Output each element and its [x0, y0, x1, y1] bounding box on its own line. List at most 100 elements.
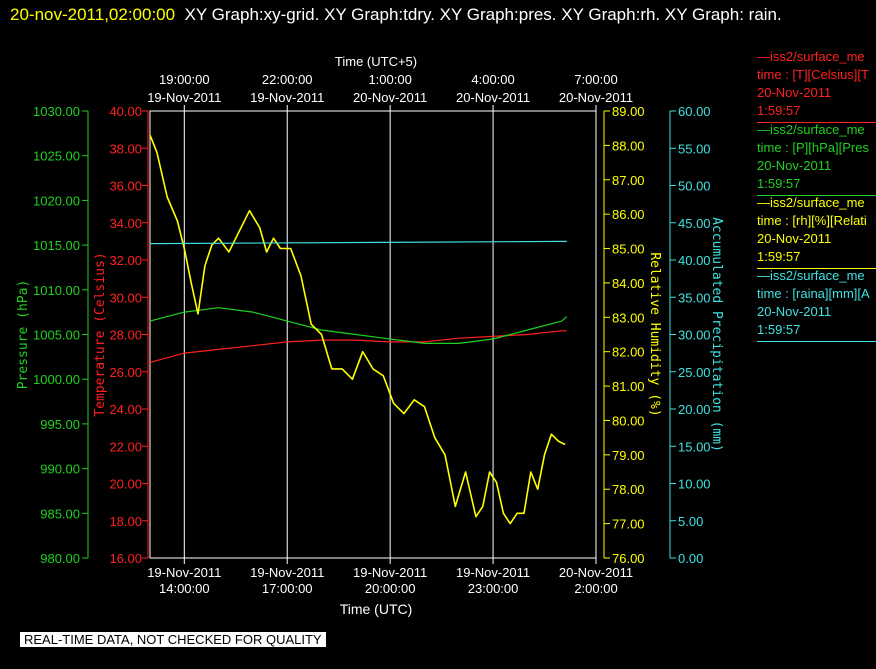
x-tick-label-bottom-time: 14:00:00	[159, 581, 210, 596]
humidity-axis-tick-label: 87.00	[612, 173, 645, 188]
legend-entry-text: 1:59:57	[757, 176, 801, 191]
humidity-axis-tick-label: 81.00	[612, 379, 645, 394]
pressure-axis-tick-label: 1015.00	[33, 238, 80, 253]
legend-separator	[757, 122, 876, 123]
pressure-series-line	[149, 307, 568, 344]
temperature-axis-tick-label: 22.00	[109, 439, 142, 454]
x-tick-label-bottom-time: 2:00:00	[574, 581, 617, 596]
legend-separator	[757, 268, 876, 269]
temperature-axis-tick-label: 18.00	[109, 514, 142, 529]
precipitation-axis-tick-label: 60.00	[678, 104, 711, 119]
x-tick-label-bottom-time: 23:00:00	[468, 581, 519, 596]
humidity-axis-title: Relative Humidity (%)	[647, 252, 662, 416]
x-tick-label-top-time: 4:00:00	[471, 72, 514, 87]
pressure-axis-tick-label: 980.00	[40, 551, 80, 566]
x-tick-label-top-time: 7:00:00	[574, 72, 617, 87]
x-tick-label-top-time: 19:00:00	[159, 72, 210, 87]
legend-separator	[757, 341, 876, 342]
x-tick-label-top-date: 20-Nov-2011	[559, 90, 633, 105]
x-tick-label-bottom-date: 20-Nov-2011	[559, 565, 633, 580]
temperature-axis-tick-label: 34.00	[109, 216, 142, 231]
legend-entry-text: 20-Nov-2011	[757, 304, 832, 319]
legend-entry: —iss2/surface_me time : [rh][%][Relati 20-…	[757, 194, 876, 269]
precipitation-axis-tick-label: 25.00	[678, 365, 711, 380]
precipitation-axis-tick-label: 35.00	[678, 290, 711, 305]
precipitation-series-line	[149, 240, 567, 245]
x-tick-label-bottom-date: 19-Nov-2011	[250, 565, 324, 580]
temperature-series-line	[149, 330, 567, 363]
precipitation-axis-tick-label: 45.00	[678, 216, 711, 231]
precipitation-axis-tick-label: 40.00	[678, 253, 711, 268]
legend-entry: —iss2/surface_me time : [T][Celsius][T 20-…	[757, 48, 876, 123]
x-tick-label-top-date: 20-Nov-2011	[353, 90, 427, 105]
temperature-axis-tick-label: 28.00	[109, 328, 142, 343]
temperature-axis-tick-label: 16.00	[109, 551, 142, 566]
legend-entry-text: 20-Nov-2011	[757, 158, 832, 173]
legend-entry-text: —iss2/surface_me	[757, 268, 865, 283]
temperature-axis-tick-label: 36.00	[109, 179, 142, 194]
humidity-axis-tick-label: 89.00	[612, 104, 645, 119]
temperature-axis-tick-label: 26.00	[109, 365, 142, 380]
humidity-axis-tick-label: 78.00	[612, 482, 645, 497]
temperature-axis-tick-label: 40.00	[109, 104, 142, 119]
temperature-axis-tick-label: 24.00	[109, 402, 142, 417]
humidity-axis-tick-label: 82.00	[612, 345, 645, 360]
header-timestamp: 20-nov-2011,02:00:00	[10, 5, 176, 24]
x-tick-label-bottom-date: 19-Nov-2011	[456, 565, 530, 580]
legend-entry-text: 1:59:57	[757, 322, 801, 337]
humidity-axis-tick-label: 85.00	[612, 242, 645, 257]
humidity-series-line	[149, 134, 566, 525]
x-tick-label-top-date: 19-Nov-2011	[147, 90, 221, 105]
legend-entry-text: time : [T][Celsius][T	[757, 67, 869, 82]
header-title: 20-nov-2011,02:00:00 XY Graph:xy-grid. X…	[10, 2, 860, 28]
x-tick-label-bottom-time: 17:00:00	[262, 581, 313, 596]
header-graph-titles: XY Graph:xy-grid. XY Graph:tdry. XY Grap…	[184, 5, 782, 24]
humidity-axis-tick-label: 80.00	[612, 413, 645, 428]
precipitation-axis-tick-label: 55.00	[678, 141, 711, 156]
temperature-axis-tick-label: 20.00	[109, 477, 142, 492]
temperature-axis-title: Temperature (Celsius)	[93, 252, 108, 416]
legend-separator	[757, 195, 876, 196]
legend-entry-text: 20-Nov-2011	[757, 85, 832, 100]
x-axis-title-top: Time (UTC+5)	[335, 54, 417, 69]
humidity-axis-tick-label: 76.00	[612, 551, 645, 566]
temperature-axis-tick-label: 38.00	[109, 141, 142, 156]
humidity-axis-tick-label: 79.00	[612, 448, 645, 463]
precipitation-axis-tick-label: 5.00	[678, 514, 703, 529]
x-tick-label-bottom-time: 20:00:00	[365, 581, 416, 596]
quality-notice: REAL-TIME DATA, NOT CHECKED FOR QUALITY	[20, 632, 326, 647]
precipitation-axis-tick-label: 15.00	[678, 439, 711, 454]
legend-entry-text: time : [raina][mm][A	[757, 286, 870, 301]
x-tick-label-bottom-date: 19-Nov-2011	[353, 565, 427, 580]
legend-entry-text: time : [P][hPa][Pres	[757, 140, 869, 155]
legend-entry-text: 1:59:57	[757, 103, 801, 118]
legend-entry-text: —iss2/surface_me	[757, 195, 865, 210]
pressure-axis-tick-label: 1025.00	[33, 149, 80, 164]
precipitation-axis-tick-label: 0.00	[678, 551, 703, 566]
precipitation-axis-tick-label: 20.00	[678, 402, 711, 417]
precipitation-axis-title: Accumulated Precipitation (mm)	[709, 217, 724, 452]
x-tick-label-top-time: 22:00:00	[262, 72, 313, 87]
pressure-axis-title: Pressure (hPa)	[16, 280, 31, 390]
humidity-axis-tick-label: 77.00	[612, 517, 645, 532]
legend-entry-text: —iss2/surface_me	[757, 122, 865, 137]
temperature-axis-tick-label: 32.00	[109, 253, 142, 268]
humidity-axis-tick-label: 83.00	[612, 310, 645, 325]
pressure-axis-tick-label: 990.00	[40, 462, 80, 477]
humidity-axis-tick-label: 88.00	[612, 138, 645, 153]
x-tick-label-top-date: 20-Nov-2011	[456, 90, 530, 105]
x-tick-label-bottom-date: 19-Nov-2011	[147, 565, 221, 580]
temperature-axis-tick-label: 30.00	[109, 290, 142, 305]
humidity-axis-tick-label: 86.00	[612, 207, 645, 222]
precipitation-axis-tick-label: 30.00	[678, 328, 711, 343]
precipitation-axis-tick-label: 50.00	[678, 179, 711, 194]
pressure-axis-tick-label: 1020.00	[33, 193, 80, 208]
pressure-axis-tick-label: 995.00	[40, 417, 80, 432]
legend-entry-text: 20-Nov-2011	[757, 231, 832, 246]
pressure-axis-tick-label: 1005.00	[33, 328, 80, 343]
pressure-axis-tick-label: 1000.00	[33, 372, 80, 387]
pressure-axis-tick-label: 985.00	[40, 506, 80, 521]
x-axis-title-bottom: Time (UTC)	[340, 601, 413, 617]
precipitation-axis-tick-label: 10.00	[678, 477, 711, 492]
